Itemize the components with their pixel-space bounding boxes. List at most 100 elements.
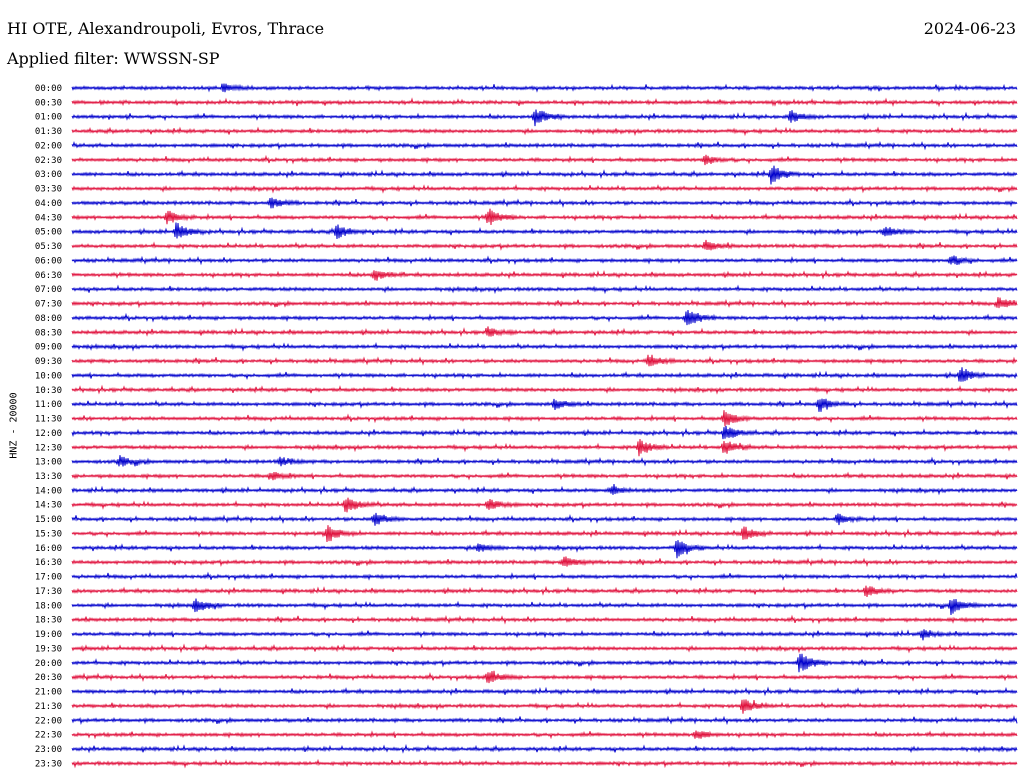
- time-tick-label: 00:30: [35, 98, 62, 108]
- trace-line: [71, 109, 1018, 127]
- time-tick-label: 02:00: [35, 141, 62, 151]
- trace-line: [71, 471, 1018, 481]
- time-tick-label: 03:30: [35, 185, 62, 195]
- trace-line: [71, 730, 1018, 740]
- trace-line: [71, 165, 1018, 185]
- time-tick-label: 21:00: [35, 688, 62, 698]
- trace-line: [71, 425, 1018, 440]
- trace-line: [71, 222, 1018, 239]
- time-tick-label: 23:30: [35, 759, 62, 769]
- time-tick-label: 08:00: [35, 314, 62, 324]
- time-tick-label: 13:00: [35, 458, 62, 468]
- trace-line: [71, 410, 1018, 427]
- plot-date: 2024-06-23: [923, 19, 1016, 38]
- trace-line: [71, 525, 1018, 543]
- trace-line: [71, 571, 1018, 582]
- trace-line: [71, 438, 1018, 457]
- trace-line: [71, 512, 1018, 526]
- trace-line: [71, 269, 1018, 281]
- time-tick-label: 06:00: [35, 256, 62, 266]
- time-tick-label: 17:00: [35, 573, 62, 583]
- time-tick-label: 07:00: [35, 285, 62, 295]
- trace-line: [71, 556, 1018, 568]
- trace-line: [71, 455, 1018, 467]
- trace-line: [71, 384, 1018, 395]
- trace-line: [71, 643, 1018, 654]
- trace-line: [71, 83, 1018, 93]
- trace-line: [71, 154, 1018, 166]
- time-tick-label: 14:30: [35, 501, 62, 511]
- trace-line: [71, 255, 1018, 266]
- time-tick-label: 05:30: [35, 242, 62, 252]
- time-tick-label: 07:30: [35, 300, 62, 310]
- time-tick-label: 05:00: [35, 228, 62, 238]
- trace-line: [71, 310, 1018, 326]
- time-tick-label: 03:00: [35, 170, 62, 180]
- time-tick-label: 13:30: [35, 472, 62, 482]
- trace-line: [71, 297, 1018, 309]
- time-tick-label: 17:30: [35, 587, 62, 597]
- time-tick-label: 22:30: [35, 731, 62, 741]
- trace-line: [71, 398, 1018, 412]
- trace-line: [71, 239, 1018, 251]
- time-tick-label: 18:00: [35, 601, 62, 611]
- time-tick-label: 00:00: [35, 84, 62, 94]
- time-tick-label: 12:00: [35, 429, 62, 439]
- trace-line: [71, 715, 1018, 726]
- time-tick-label: 12:30: [35, 443, 62, 453]
- time-tick-label: 21:30: [35, 702, 62, 712]
- time-tick-label: 02:30: [35, 156, 62, 166]
- trace-line: [71, 699, 1018, 714]
- trace-line: [71, 629, 1018, 641]
- time-tick-label: 22:00: [35, 716, 62, 726]
- trace-line: [71, 585, 1018, 598]
- time-tick-label: 04:00: [35, 199, 62, 209]
- time-tick-label: 04:30: [35, 213, 62, 223]
- time-tick-label: 09:30: [35, 357, 62, 367]
- trace-line: [71, 140, 1018, 151]
- time-tick-label: 15:00: [35, 515, 62, 525]
- trace-line: [71, 354, 1018, 367]
- time-tick-label: 10:30: [35, 386, 62, 396]
- trace-line: [71, 208, 1018, 226]
- trace-line: [71, 598, 1018, 615]
- time-tick-label: 14:00: [35, 486, 62, 496]
- trace-line: [71, 540, 1018, 559]
- time-tick-label: 11:30: [35, 415, 62, 425]
- trace-line: [71, 367, 1018, 382]
- time-tick-label: 10:00: [35, 371, 62, 381]
- trace-line: [71, 670, 1018, 684]
- time-tick-label: 01:00: [35, 113, 62, 123]
- time-tick-label: 16:30: [35, 558, 62, 568]
- trace-line: [71, 653, 1018, 673]
- trace-line: [71, 686, 1018, 697]
- trace-line: [71, 183, 1018, 194]
- trace-line: [71, 326, 1018, 338]
- time-tick-label: 20:00: [35, 659, 62, 669]
- trace-line: [71, 284, 1018, 295]
- trace-line: [71, 758, 1018, 769]
- station-title: HI OTE, Alexandroupoli, Evros, Thrace: [7, 19, 325, 38]
- time-tick-label: 18:30: [35, 616, 62, 626]
- time-tick-label: 19:30: [35, 644, 62, 654]
- time-tick-label: 19:00: [35, 630, 62, 640]
- trace-line: [71, 197, 1018, 209]
- time-tick-label: 06:30: [35, 271, 62, 281]
- trace-line: [71, 126, 1018, 137]
- time-tick-label: 20:30: [35, 673, 62, 683]
- time-tick-label: 08:30: [35, 328, 62, 338]
- time-tick-label: 15:30: [35, 529, 62, 539]
- time-tick-label: 11:00: [35, 400, 62, 410]
- trace-line: [71, 614, 1018, 625]
- trace-line: [71, 497, 1018, 513]
- trace-line: [71, 743, 1018, 754]
- trace-line: [71, 342, 1018, 352]
- time-tick-label: 16:00: [35, 544, 62, 554]
- time-tick-label: 23:00: [35, 745, 62, 755]
- time-tick-label: 09:00: [35, 343, 62, 353]
- filter-label: Applied filter: WWSSN-SP: [7, 49, 220, 68]
- trace-line: [71, 483, 1018, 496]
- trace-line: [71, 97, 1018, 108]
- time-tick-label: 01:30: [35, 127, 62, 137]
